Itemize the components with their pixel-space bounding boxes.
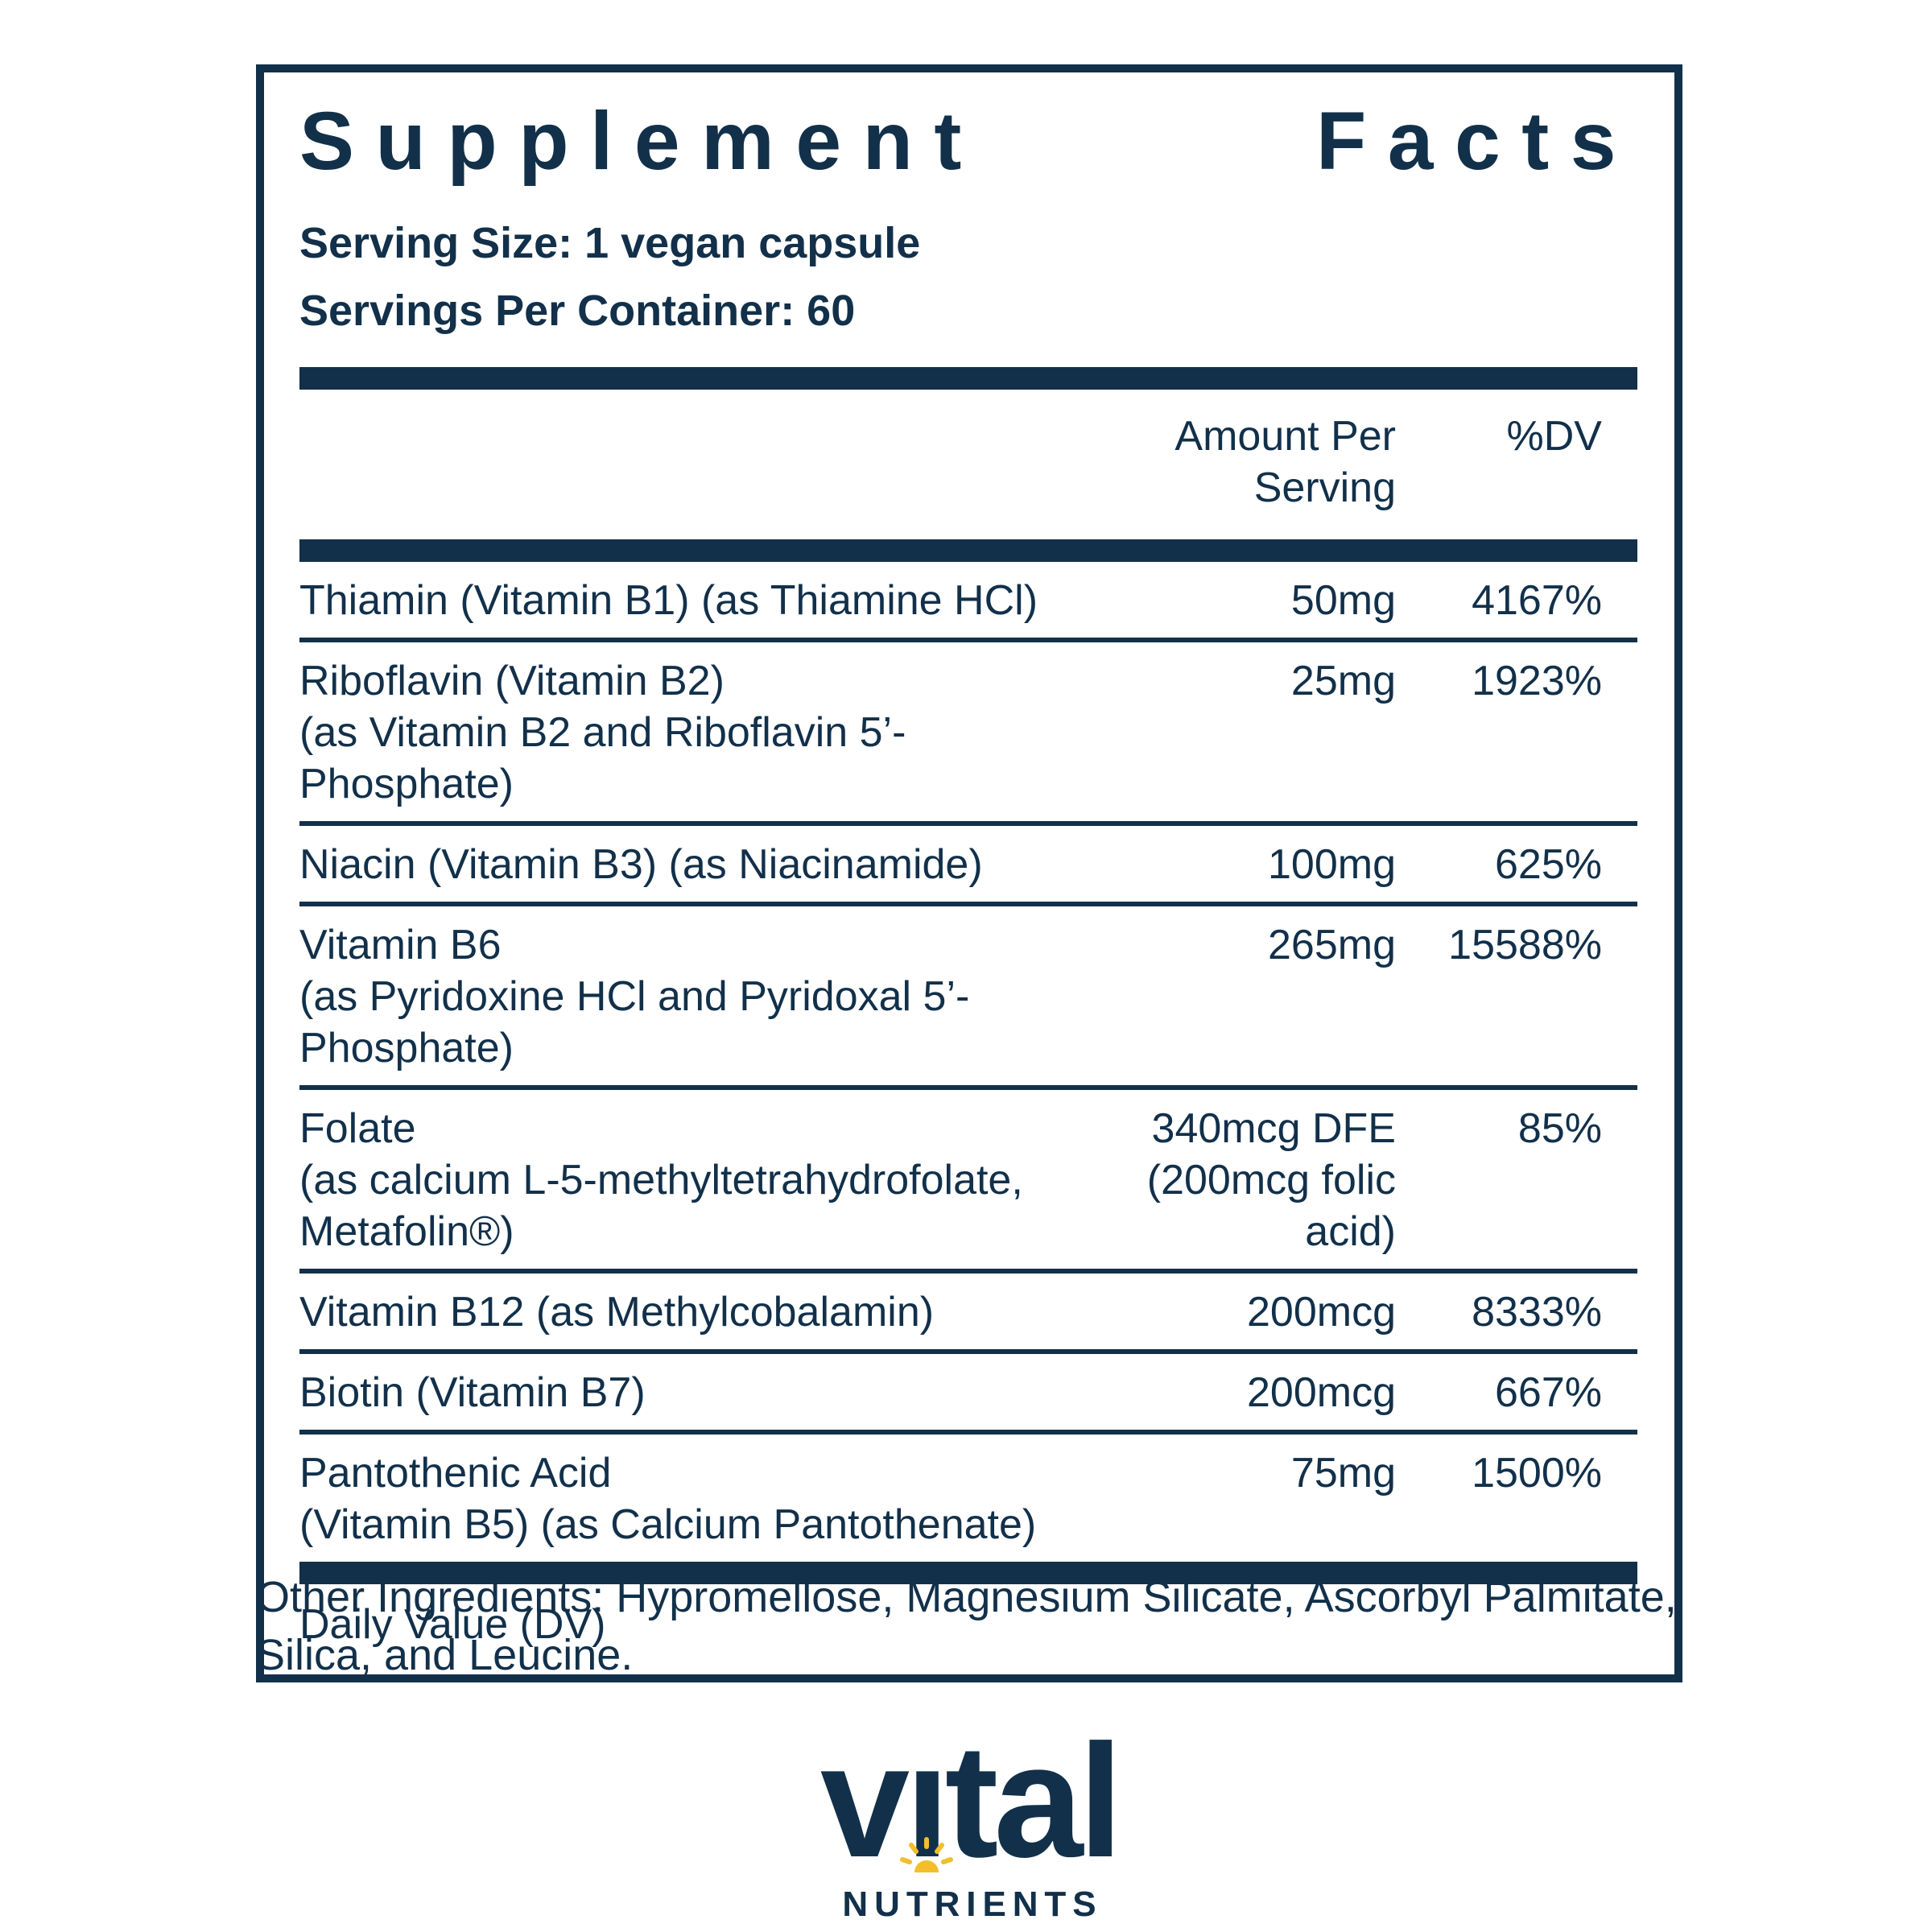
supplement-facts-panel: Supplement Facts Serving Size: 1 vegan c… bbox=[256, 64, 1682, 1682]
nutrient-sub-lines: (as Vitamin B2 and Riboflavin 5’-Phospha… bbox=[299, 707, 1085, 810]
nutrient-dv: 15588% bbox=[1448, 922, 1602, 968]
brand-subtext: NUTRIENTS bbox=[842, 1885, 1103, 1924]
nutrient-dv-cell: 625% bbox=[1396, 839, 1637, 890]
servings-per-container: Servings Per Container: 60 bbox=[299, 287, 856, 335]
below-panel-area: Other Ingredients: Hypromellose, Magnesi… bbox=[256, 1528, 1682, 1922]
wordmark-pre: v bbox=[819, 1711, 910, 1891]
nutrient-amount: 25mg bbox=[1290, 658, 1396, 704]
nutrient-sub-line: (as calcium L-5-methyltetrahydrofolate, bbox=[299, 1157, 1023, 1203]
nutrient-name-cell: Pantothenic Acid (Vitamin B5) (as Calciu… bbox=[299, 1447, 1098, 1550]
nutrient-dv: 1500% bbox=[1472, 1450, 1602, 1496]
other-ingredients-line-2: Silica, and Leucine. bbox=[256, 1631, 634, 1679]
divider-bar-header bbox=[299, 539, 1637, 562]
nutrient-row: Riboflavin (Vitamin B2) (as Vitamin B2 a… bbox=[299, 642, 1637, 826]
sun-icon bbox=[899, 1739, 953, 1872]
nutrient-amount: 50mg bbox=[1290, 577, 1396, 624]
amount-column-header: Amount Per Serving bbox=[1174, 413, 1396, 511]
nutrient-row: Thiamin (Vitamin B1) (as Thiamine HCl) 5… bbox=[299, 562, 1637, 642]
nutrient-name: Niacin (Vitamin B3) (as Niacinamide) bbox=[299, 841, 983, 888]
nutrient-name-cell: Vitamin B6 (as Pyridoxine HCl and Pyrido… bbox=[299, 919, 1098, 1074]
nutrient-name: Folate bbox=[299, 1105, 416, 1152]
nutrient-dv: 625% bbox=[1495, 841, 1602, 888]
nutrient-amount-cell: 200mcg bbox=[1098, 1367, 1396, 1418]
nutrient-row: Vitamin B6 (as Pyridoxine HCl and Pyrido… bbox=[299, 906, 1637, 1090]
panel-title: Supplement Facts bbox=[299, 97, 1637, 185]
divider-bar-bottom bbox=[299, 1562, 1637, 1584]
nutrient-dv-cell: 4167% bbox=[1396, 575, 1637, 626]
panel-title-word-1: Supplement bbox=[299, 95, 983, 187]
nutrient-name: Thiamin (Vitamin B1) (as Thiamine HCl) bbox=[299, 577, 1038, 624]
nutrient-row: Pantothenic Acid (Vitamin B5) (as Calciu… bbox=[299, 1435, 1637, 1562]
vital-wordmark: vıtal bbox=[820, 1721, 1123, 1882]
nutrient-amount: 200mcg bbox=[1247, 1369, 1396, 1416]
nutrient-dv-cell: 8333% bbox=[1396, 1286, 1637, 1338]
wordmark-post: tal bbox=[944, 1711, 1123, 1891]
nutrient-amount: 75mg bbox=[1290, 1450, 1396, 1496]
nutrient-name-cell: Niacin (Vitamin B3) (as Niacinamide) bbox=[299, 839, 1098, 890]
nutrient-amount-cell: 200mcg bbox=[1098, 1286, 1396, 1338]
serving-info: Serving Size: 1 vegan capsule Servings P… bbox=[299, 209, 1637, 345]
brand-logo: vıtal NUTRIENTS bbox=[256, 1721, 1682, 1922]
nutrient-dv-cell: 15588% bbox=[1396, 919, 1637, 1074]
nutrient-rows: Thiamin (Vitamin B1) (as Thiamine HCl) 5… bbox=[299, 562, 1637, 1562]
nutrient-name: Riboflavin (Vitamin B2) bbox=[299, 658, 724, 704]
daily-value-footnote: Daily Value (DV) bbox=[299, 1601, 606, 1648]
nutrient-row: Biotin (Vitamin B7) 200mcg 667% bbox=[299, 1354, 1637, 1435]
nutrient-amount-cell: 265mg bbox=[1098, 919, 1396, 1074]
panel-title-word-2: Facts bbox=[1315, 95, 1637, 187]
nutrient-name-cell: Folate (as calcium L-5-methyltetrahydrof… bbox=[299, 1103, 1098, 1257]
nutrient-amount-cell: 100mg bbox=[1098, 839, 1396, 890]
nutrient-name-cell: Riboflavin (Vitamin B2) (as Vitamin B2 a… bbox=[299, 655, 1098, 810]
serving-size: Serving Size: 1 vegan capsule bbox=[299, 219, 921, 267]
nutrient-row: Vitamin B12 (as Methylcobalamin) 200mcg … bbox=[299, 1274, 1637, 1354]
nutrient-sub-lines: (Vitamin B5) (as Calcium Pantothenate) bbox=[299, 1499, 1085, 1550]
nutrient-dv: 667% bbox=[1495, 1369, 1602, 1416]
nutrient-amount: 340mcg DFE bbox=[1151, 1105, 1396, 1152]
nutrient-dv-cell: 1923% bbox=[1396, 655, 1637, 810]
nutrient-dv-cell: 667% bbox=[1396, 1367, 1637, 1418]
nutrient-amount: 100mg bbox=[1268, 841, 1396, 888]
nutrient-name-cell: Biotin (Vitamin B7) bbox=[299, 1367, 1098, 1418]
dv-column-header: %DV bbox=[1506, 413, 1602, 460]
nutrient-dv-cell: 85% bbox=[1396, 1103, 1637, 1257]
nutrient-sub-lines: (as calcium L-5-methyltetrahydrofolate, M… bbox=[299, 1154, 1085, 1257]
nutrient-amount-sub: (200mcg folic acid) bbox=[1146, 1157, 1396, 1255]
nutrient-sub-line: (as Pyridoxine HCl and Pyridoxal 5’-Phos… bbox=[299, 973, 970, 1071]
nutrient-name: Vitamin B12 (as Methylcobalamin) bbox=[299, 1289, 935, 1335]
nutrient-name-cell: Thiamin (Vitamin B1) (as Thiamine HCl) bbox=[299, 575, 1098, 626]
nutrient-name: Pantothenic Acid bbox=[299, 1450, 612, 1496]
nutrient-sub-line: Metafolin®) bbox=[299, 1208, 514, 1255]
nutrient-amount-cell: 50mg bbox=[1098, 575, 1396, 626]
nutrient-dv: 4167% bbox=[1472, 577, 1602, 624]
nutrient-amount: 265mg bbox=[1268, 922, 1396, 968]
other-ingredients-line-1: Other Ingredients: Hypromellose, Magnesi… bbox=[256, 1573, 1677, 1621]
nutrient-amount: 200mcg bbox=[1247, 1289, 1396, 1335]
nutrient-dv: 85% bbox=[1517, 1105, 1602, 1152]
nutrient-name: Vitamin B6 bbox=[299, 922, 502, 968]
nutrient-amount-cell: 340mcg DFE (200mcg folic acid) bbox=[1098, 1103, 1396, 1257]
nutrient-sub-lines: (as Pyridoxine HCl and Pyridoxal 5’-Phos… bbox=[299, 971, 1085, 1074]
nutrient-sub-line: (as Vitamin B2 and Riboflavin 5’-Phospha… bbox=[299, 709, 906, 807]
nutrient-amount-cell: 75mg bbox=[1098, 1447, 1396, 1550]
nutrient-name: Biotin (Vitamin B7) bbox=[299, 1369, 646, 1416]
nutrient-amount-cell: 25mg bbox=[1098, 655, 1396, 810]
nutrient-row: Folate (as calcium L-5-methyltetrahydrof… bbox=[299, 1090, 1637, 1274]
wordmark-i: ı bbox=[905, 1711, 950, 1891]
nutrient-dv: 1923% bbox=[1472, 658, 1602, 704]
nutrient-dv-cell: 1500% bbox=[1396, 1447, 1637, 1550]
other-ingredients: Other Ingredients: Hypromellose, Magnesi… bbox=[256, 1568, 1682, 1684]
nutrient-name-cell: Vitamin B12 (as Methylcobalamin) bbox=[299, 1286, 1098, 1338]
nutrient-row: Niacin (Vitamin B3) (as Niacinamide) 100… bbox=[299, 826, 1637, 906]
divider-bar-top bbox=[299, 367, 1637, 390]
column-header-row: Amount Per Serving %DV bbox=[299, 390, 1637, 539]
nutrient-dv: 8333% bbox=[1472, 1289, 1602, 1335]
nutrient-sub-line: (Vitamin B5) (as Calcium Pantothenate) bbox=[299, 1501, 1037, 1548]
